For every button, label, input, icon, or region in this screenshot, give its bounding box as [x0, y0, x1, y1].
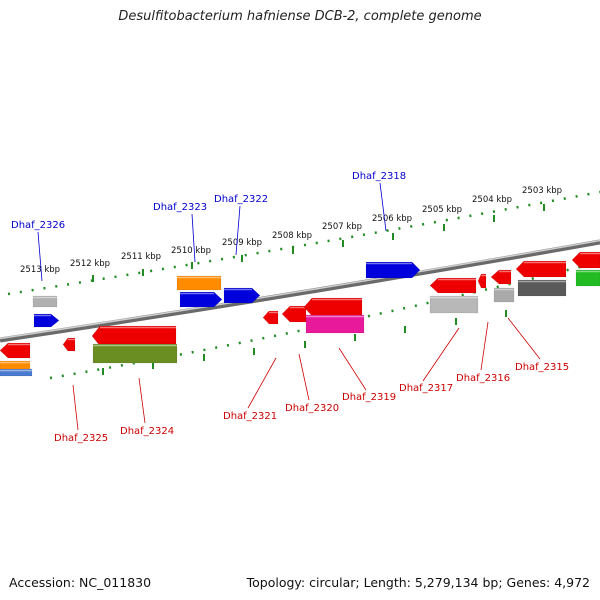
- kbp-tick-label: 2506 kbp: [372, 214, 412, 224]
- kbp-tick-label: 2512 kbp: [70, 259, 110, 269]
- gene-block: [32, 295, 58, 308]
- accession-text: Accession: NC_011830: [9, 575, 152, 590]
- kbp-tick-label: 2504 kbp: [472, 195, 512, 205]
- gene-label-leader: [507, 317, 541, 360]
- gene-arrow: [0, 342, 31, 359]
- genome-summary: Topology: circular; Length: 5,279,134 bp…: [246, 575, 590, 590]
- gene-arrow: [571, 251, 600, 269]
- kbp-tick-label: 2507 kbp: [322, 222, 362, 232]
- kbp-tick-label: 2505 kbp: [422, 205, 462, 215]
- gene-arrow: [365, 261, 421, 279]
- gene-block: [575, 269, 600, 287]
- gene-label-leader: [235, 205, 241, 256]
- gene-arrow: [223, 287, 261, 304]
- kbp-tick-label: 2508 kbp: [272, 231, 312, 241]
- genome-backbone: [0, 239, 600, 343]
- gene-label-reverse: Dhaf_2321: [223, 411, 277, 422]
- gene-label-leader: [379, 182, 387, 232]
- gene-block: [92, 343, 178, 364]
- gene-arrow: [62, 337, 76, 352]
- gene-label-forward: Dhaf_2326: [11, 220, 65, 231]
- gene-arrow: [262, 310, 279, 325]
- gene-label-leader: [480, 321, 489, 371]
- kbp-tick-label: 2509 kbp: [222, 238, 262, 248]
- genome-backbone-highlight: [0, 239, 600, 340]
- gene-label-reverse: Dhaf_2319: [342, 392, 396, 403]
- gene-label-reverse: Dhaf_2315: [515, 362, 569, 373]
- gene-label-reverse: Dhaf_2325: [54, 433, 108, 444]
- gene-arrow: [91, 325, 177, 347]
- gene-arrow: [281, 305, 307, 323]
- gene-label-reverse: Dhaf_2316: [456, 373, 510, 384]
- gene-label-forward: Dhaf_2318: [352, 171, 406, 182]
- gene-arrow: [303, 297, 363, 317]
- gene-label-forward: Dhaf_2322: [214, 194, 268, 205]
- map-title: Desulfitobacterium hafniense DCB-2, comp…: [118, 9, 482, 24]
- gene-block: [305, 314, 365, 334]
- gene-label-reverse: Dhaf_2317: [399, 383, 453, 394]
- gene-label-forward: Dhaf_2323: [153, 202, 207, 213]
- gene-label-leader: [37, 231, 43, 282]
- gene-label-leader: [247, 357, 277, 409]
- gene-arrow: [33, 313, 60, 328]
- gene-label-leader: [298, 353, 310, 401]
- kbp-tick-label: 2503 kbp: [522, 186, 562, 196]
- gene-block: [176, 275, 222, 291]
- gene-arrow: [515, 260, 567, 278]
- gene-label-leader: [72, 384, 79, 431]
- gene-arrow: [477, 273, 487, 289]
- gene-arrow: [429, 277, 477, 294]
- kbp-tick-label: 2510 kbp: [171, 246, 211, 256]
- gene-label-leader: [191, 213, 196, 263]
- gene-arrow: [490, 269, 512, 285]
- kbp-tick-label: 2511 kbp: [121, 252, 161, 262]
- gene-block: [429, 295, 479, 314]
- gene-layer: [0, 190, 600, 380]
- label-layer: 2513 kbp 2512 kbp 2511 kbp 2510 kbp 2509 kbp…: [11, 171, 569, 444]
- gene-label-reverse: Dhaf_2324: [120, 426, 174, 437]
- gene-label-leader: [338, 347, 367, 391]
- gene-block: [493, 287, 515, 303]
- gene-block: [517, 279, 567, 297]
- gene-block: [0, 368, 33, 377]
- gene-label-leader: [422, 327, 460, 382]
- gene-arrow: [179, 291, 223, 308]
- kbp-tick-label: 2513 kbp: [20, 265, 60, 275]
- gene-label-reverse: Dhaf_2320: [285, 403, 339, 414]
- gene-label-leader: [138, 377, 146, 424]
